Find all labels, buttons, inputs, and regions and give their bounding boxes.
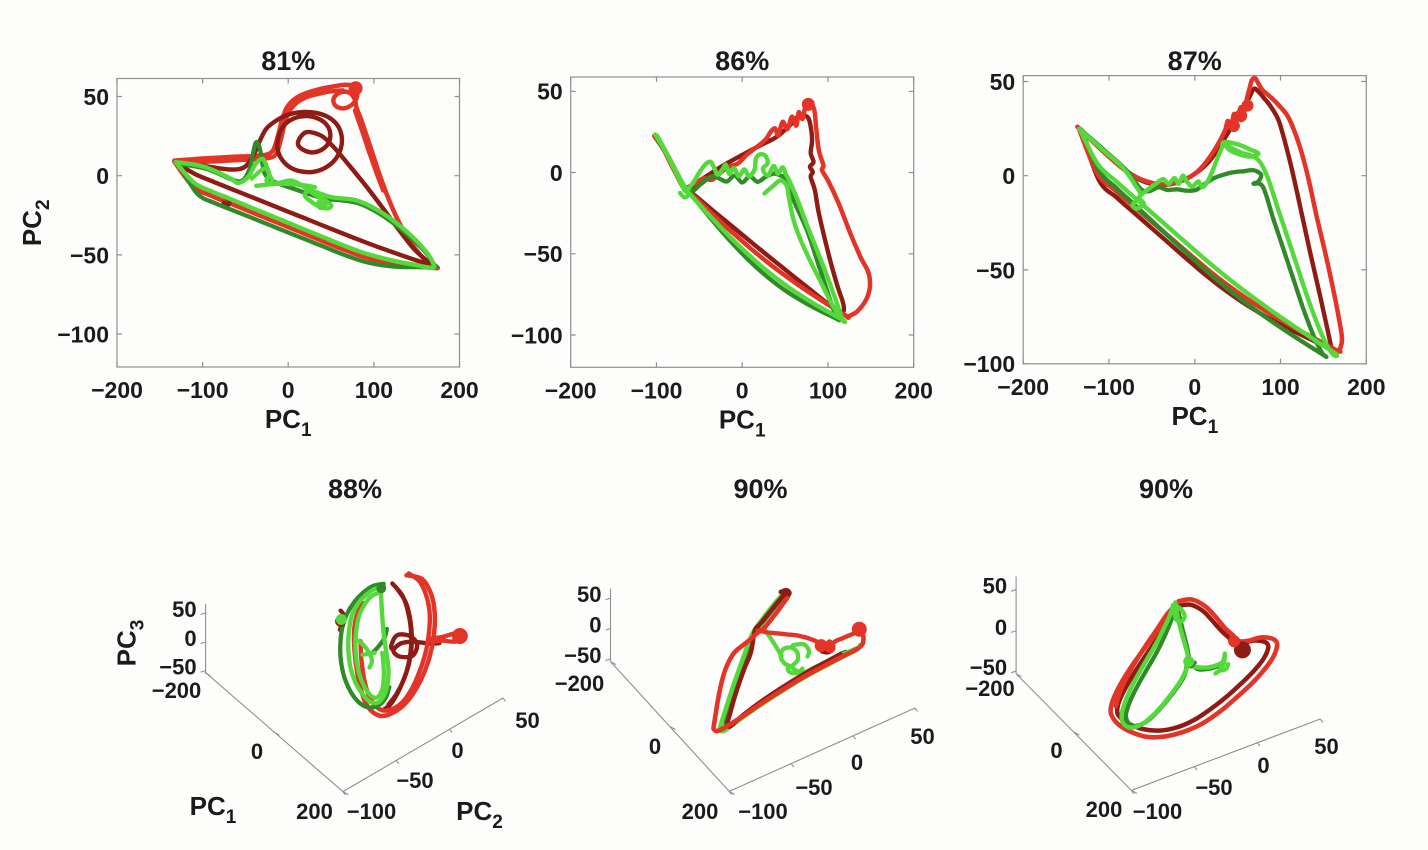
svg-text:−100: −100 xyxy=(1133,799,1183,824)
svg-text:0: 0 xyxy=(995,615,1007,640)
svg-text:0: 0 xyxy=(96,163,109,189)
svg-text:−50: −50 xyxy=(1195,775,1232,800)
svg-text:0: 0 xyxy=(550,160,563,186)
svg-text:0: 0 xyxy=(736,377,749,403)
svg-text:−100: −100 xyxy=(57,321,109,347)
svg-text:100: 100 xyxy=(355,377,393,403)
svg-text:81%: 81% xyxy=(261,46,315,76)
svg-text:50: 50 xyxy=(1314,734,1338,759)
svg-text:50: 50 xyxy=(983,574,1007,599)
svg-text:200: 200 xyxy=(895,377,933,403)
svg-text:−100: −100 xyxy=(1083,374,1135,400)
svg-text:90%: 90% xyxy=(1139,474,1193,504)
svg-text:50: 50 xyxy=(910,724,934,749)
svg-text:87%: 87% xyxy=(1168,46,1222,76)
svg-text:−50: −50 xyxy=(70,242,109,268)
svg-text:0: 0 xyxy=(251,739,263,764)
svg-text:−100: −100 xyxy=(177,377,229,403)
svg-text:−50: −50 xyxy=(396,768,433,793)
svg-text:−100: −100 xyxy=(631,377,683,403)
svg-text:−50: −50 xyxy=(524,241,563,267)
svg-text:200: 200 xyxy=(682,799,719,824)
svg-text:0: 0 xyxy=(649,734,661,759)
svg-text:0: 0 xyxy=(1188,374,1201,400)
svg-text:−200: −200 xyxy=(997,374,1049,400)
svg-text:200: 200 xyxy=(1086,797,1123,822)
svg-text:90%: 90% xyxy=(733,474,787,504)
svg-text:88%: 88% xyxy=(328,474,382,504)
svg-text:50: 50 xyxy=(172,597,196,622)
svg-text:−100: −100 xyxy=(963,351,1015,377)
svg-text:0: 0 xyxy=(1257,753,1269,778)
svg-text:−50: −50 xyxy=(159,655,196,680)
svg-text:50: 50 xyxy=(990,69,1016,95)
svg-text:−200: −200 xyxy=(152,678,202,703)
svg-text:−100: −100 xyxy=(347,799,397,824)
svg-text:50: 50 xyxy=(577,582,601,607)
svg-text:200: 200 xyxy=(440,377,478,403)
svg-text:86%: 86% xyxy=(715,46,769,76)
svg-text:−50: −50 xyxy=(564,643,601,668)
svg-text:−200: −200 xyxy=(545,377,597,403)
svg-text:−50: −50 xyxy=(976,257,1015,283)
svg-text:50: 50 xyxy=(83,84,109,110)
svg-text:−50: −50 xyxy=(795,775,832,800)
svg-text:0: 0 xyxy=(282,377,295,403)
svg-text:0: 0 xyxy=(851,750,863,775)
svg-text:200: 200 xyxy=(296,799,333,824)
svg-text:50: 50 xyxy=(515,708,539,733)
svg-text:−200: −200 xyxy=(91,377,143,403)
svg-text:200: 200 xyxy=(1347,374,1385,400)
svg-text:0: 0 xyxy=(589,613,601,638)
svg-text:−100: −100 xyxy=(738,799,788,824)
svg-text:100: 100 xyxy=(1261,374,1299,400)
svg-text:−200: −200 xyxy=(965,676,1015,701)
svg-text:50: 50 xyxy=(537,79,563,105)
svg-text:0: 0 xyxy=(451,738,463,763)
svg-text:−50: −50 xyxy=(970,655,1007,680)
svg-text:−200: −200 xyxy=(555,671,605,696)
svg-text:0: 0 xyxy=(184,626,196,651)
svg-text:100: 100 xyxy=(809,377,847,403)
svg-text:0: 0 xyxy=(1002,163,1015,189)
svg-text:−100: −100 xyxy=(511,322,563,348)
svg-text:0: 0 xyxy=(1050,738,1062,763)
